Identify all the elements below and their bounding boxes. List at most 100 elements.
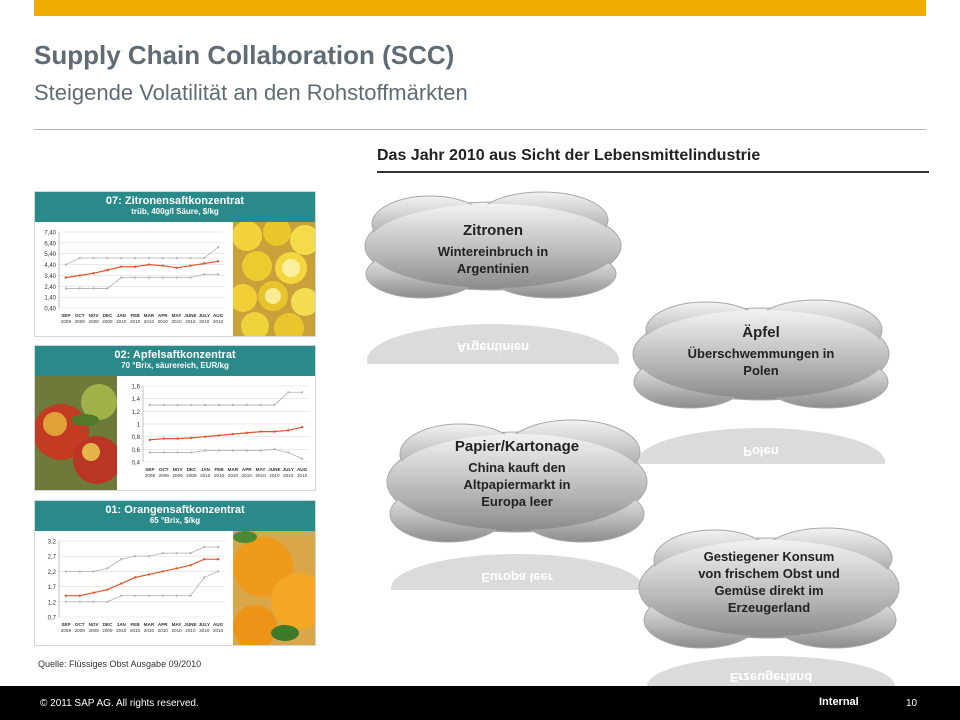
x-tick-label: JUNE [184,622,196,627]
y-tick-label: 0,6 [132,448,141,454]
series-line [65,546,219,572]
x-tick-year: 2009 [186,473,197,478]
y-tick-label: 7,40 [44,231,56,237]
data-point [287,429,290,432]
data-point [245,403,248,407]
x-tick-label: JAN [117,313,127,318]
x-tick-year: 2010 [144,628,155,633]
data-point [78,287,81,290]
cloud-reflection-text: Polen [743,444,779,459]
data-point [203,558,206,561]
data-point [287,391,290,394]
data-point [106,567,109,570]
data-point [176,451,179,454]
y-tick-label: 0,7 [48,616,57,622]
x-tick-year: 2009 [61,319,72,324]
panel-header: 02: Apfelsaftkonzentrat 70 °Brix, säurer… [35,346,315,376]
data-point [78,274,81,277]
y-tick-label: 0,40 [44,307,56,313]
cloud-desc-line: Gemüse direkt im [714,583,824,598]
series-line [65,558,219,597]
cloud-reflection-text: Erzeugerland [729,670,813,685]
oranges-photo [233,531,315,645]
data-point [64,263,68,266]
data-point [189,264,192,267]
apple-juice-panel: 02: Apfelsaftkonzentrat 70 °Brix, säurer… [34,345,316,491]
cloud-desc-line: Altpapiermarkt in [463,477,571,492]
cloud-desc-line: China kauft den [468,460,566,475]
x-tick-year: 2010 [116,319,127,324]
data-point [287,451,290,454]
y-tick-label: 0,8 [132,435,141,441]
x-tick-label: SEP [145,467,154,472]
data-point [217,403,221,407]
data-point [106,256,109,260]
x-tick-label: MAR [144,622,155,627]
x-tick-label: APR [158,313,168,318]
data-point [217,434,221,437]
x-tick-year: 2010 [228,473,239,478]
cloud-shape [638,527,900,649]
data-point [106,268,109,272]
section-divider [377,171,929,173]
panel-header: 07: Zitronensaftkonzentrat trüb, 400g/l … [35,192,315,222]
x-tick-year: 2010 [130,628,141,633]
x-tick-year: 2010 [171,628,182,633]
series-line [149,426,303,441]
series-line [149,391,303,406]
data-point [133,555,137,558]
data-point [300,391,304,394]
data-point [147,256,151,260]
x-tick-year: 2010 [199,319,210,324]
data-point [162,451,165,454]
cloud-apples: Äpfel Überschwemmungen in Polen [620,296,902,412]
x-tick-label: NOV [173,467,184,472]
title-divider [34,129,926,130]
apples-photo [35,376,117,490]
x-tick-year: 2009 [75,628,86,633]
data-point [216,570,220,573]
data-point [64,570,68,573]
x-tick-year: 2010 [144,319,155,324]
data-point [203,262,206,265]
y-tick-label: 1 [137,423,141,429]
data-point [216,260,220,263]
data-point [273,403,276,407]
data-point [78,256,81,260]
x-tick-year: 2009 [61,628,72,633]
chart-background [119,376,315,490]
x-tick-label: FEB [214,467,224,472]
data-point [78,570,81,573]
data-point [259,403,262,407]
data-point [190,403,193,407]
series-line [65,246,219,266]
data-point [204,403,207,407]
cloud-reflection-text: Europa leer [481,570,553,585]
x-tick-label: JULY [199,622,210,627]
x-tick-year: 2010 [213,319,224,324]
data-point [175,276,178,279]
data-point [231,432,235,436]
x-tick-label: NOV [89,313,100,318]
cloud-desc-line: Erzeugerland [727,600,811,615]
data-point [120,558,123,561]
cloud-desc-line: Argentinien [456,261,530,276]
copyright-text: © 2011 SAP AG. All rights reserved. [40,698,199,709]
cloud-title: Äpfel [742,324,780,341]
x-tick-year: 2009 [88,628,99,633]
x-tick-label: OCT [75,622,85,627]
data-point [300,457,304,461]
cloud-consumption-reflection: Erzeugerland [640,652,902,686]
x-tick-label: OCT [159,467,169,472]
x-tick-label: DEC [103,313,113,318]
data-point [175,266,178,270]
data-point [217,449,221,452]
cloud-apples-reflection: Polen [630,422,892,464]
y-tick-label: 1,7 [48,585,57,591]
data-point [203,576,206,579]
x-tick-label: AUG [213,622,224,627]
data-point [106,600,109,603]
slide-title: Supply Chain Collaboration (SCC) [34,40,455,70]
data-point [64,287,68,290]
data-point [189,276,192,279]
